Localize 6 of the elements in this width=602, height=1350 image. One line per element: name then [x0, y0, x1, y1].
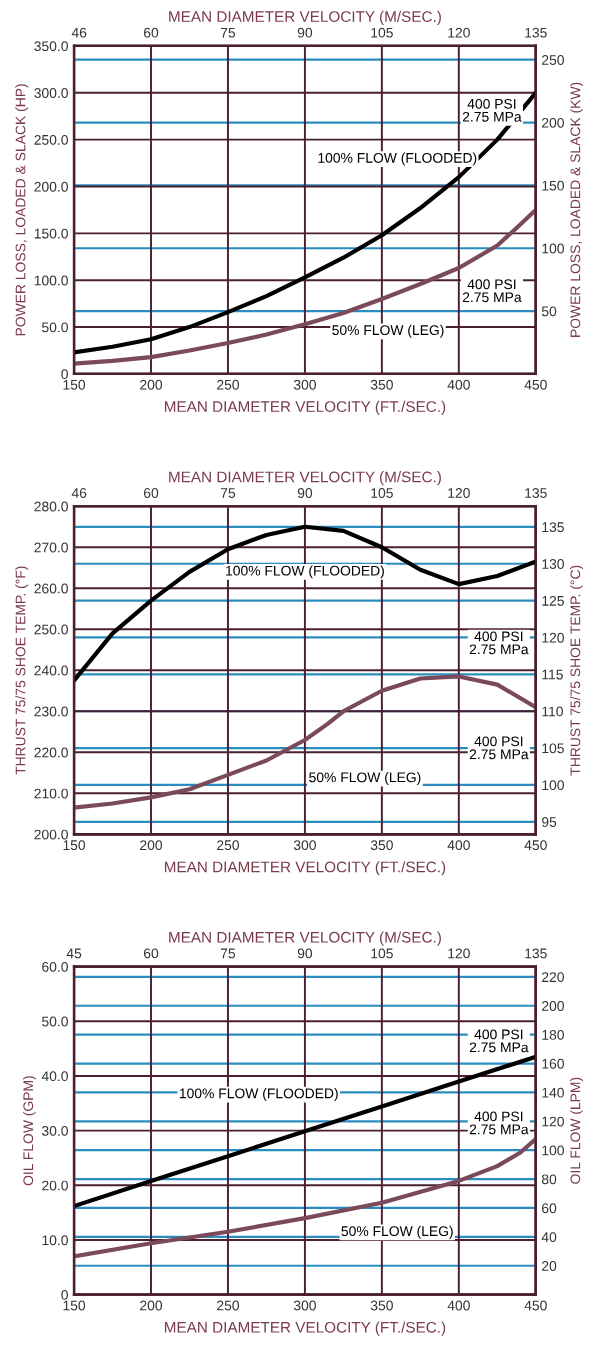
line-series [74, 90, 536, 355]
line-series [74, 207, 536, 366]
line-series [74, 1054, 536, 1209]
line-series [74, 1136, 536, 1259]
line-series [74, 674, 536, 810]
line-series [74, 524, 536, 683]
